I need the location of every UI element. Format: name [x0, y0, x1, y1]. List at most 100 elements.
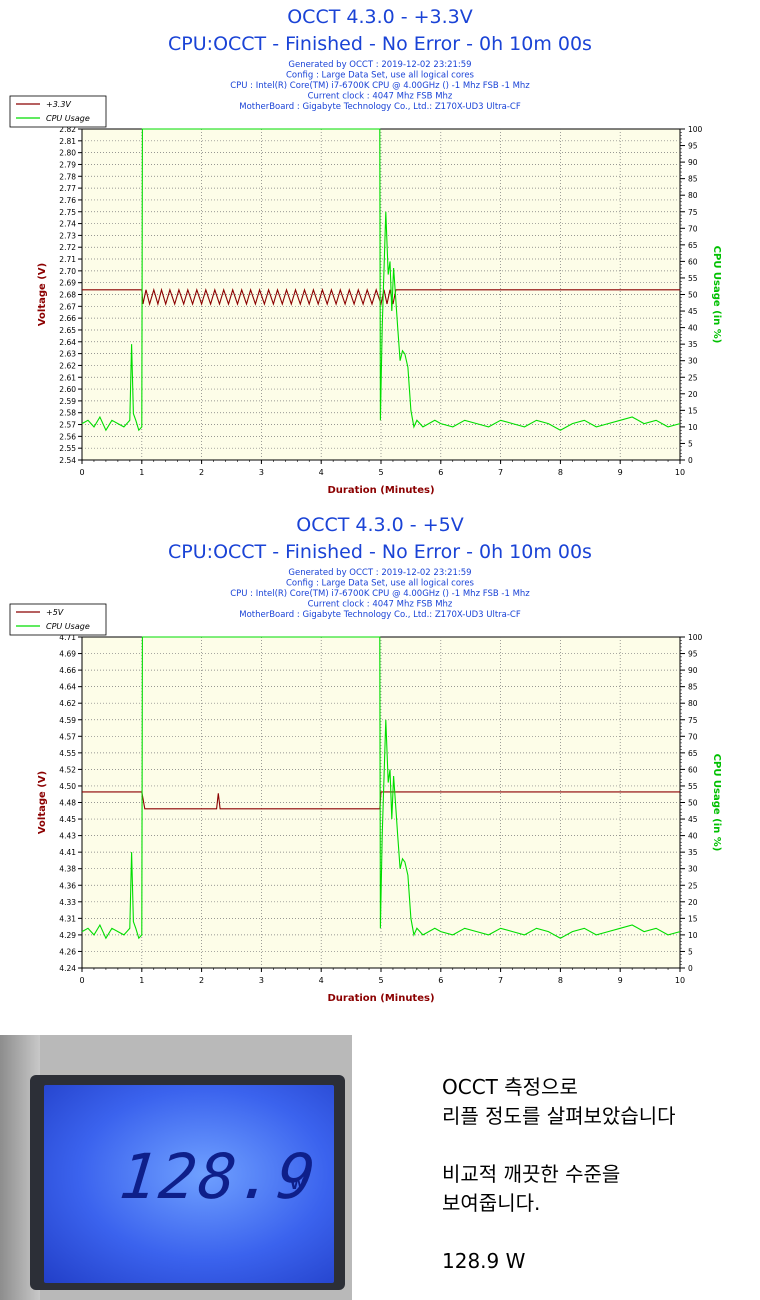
- y-tick-label: 2.55: [59, 444, 76, 453]
- y-tick-label: 4.57: [59, 732, 76, 741]
- x-tick-label: 1: [139, 468, 144, 477]
- x-axis-label: Duration (Minutes): [327, 993, 434, 1004]
- y-tick-label: 4.43: [59, 832, 76, 841]
- y-tick-label: 4.31: [59, 914, 76, 923]
- legend: +3.3V CPU Usage: [9, 95, 107, 128]
- y-tick-label: 2.71: [59, 255, 76, 264]
- y-tick-label: 2.67: [59, 302, 76, 311]
- wattmeter-photo: 128.9 W: [0, 1035, 352, 1300]
- y2-tick-label: 60: [688, 765, 698, 774]
- y2-tick-label: 0: [688, 964, 693, 973]
- y-tick-label: 2.58: [59, 409, 76, 418]
- y-tick-label: 2.76: [59, 196, 76, 205]
- x-tick-label: 3: [259, 468, 264, 477]
- series-line-cpu-usage: [81, 128, 681, 432]
- y2-tick-label: 65: [688, 749, 698, 758]
- y-tick-label: 2.79: [59, 160, 76, 169]
- y2-tick-label: 70: [688, 732, 698, 741]
- chart-info-line: Config : Large Data Set, use all logical…: [286, 71, 475, 81]
- y2-tick-label: 80: [688, 191, 698, 200]
- y-tick-label: 4.52: [59, 765, 76, 774]
- x-tick-label: 1: [139, 976, 144, 985]
- legend-entry: CPU Usage: [46, 622, 90, 631]
- x-tick-label: 9: [618, 468, 623, 477]
- y-tick-label: 2.64: [59, 338, 76, 347]
- y-tick-label: 2.61: [59, 373, 76, 382]
- x-tick-label: 4: [319, 976, 324, 985]
- x-tick-label: 9: [618, 976, 623, 985]
- chart-info-line: Current clock : 4047 Mhz FSB Mhz: [308, 600, 453, 610]
- y2-tick-label: 75: [688, 208, 698, 217]
- caption-line-1: OCCT 측정으로: [442, 1075, 578, 1099]
- y-tick-label: 4.62: [59, 699, 76, 708]
- chart-5v: OCCT 4.3.0 - +5V CPU:OCCT - Finished - No…: [0, 508, 760, 1013]
- x-tick-label: 5: [378, 976, 383, 985]
- chart-info-line: CPU : Intel(R) Core(TM) i7-6700K CPU @ 4…: [230, 589, 530, 599]
- series-line-voltage: [82, 287, 680, 307]
- x-tick-label: 7: [498, 976, 503, 985]
- y-tick-label: 4.41: [59, 848, 76, 857]
- y-tick-label: 2.66: [59, 314, 76, 323]
- x-tick-label: 8: [558, 976, 563, 985]
- y2-tick-label: 95: [688, 142, 698, 151]
- y2-tick-label: 100: [688, 125, 703, 134]
- y-axis-label: Voltage (V): [37, 263, 48, 326]
- x-axis-label: Duration (Minutes): [327, 485, 434, 496]
- y2-tick-label: 90: [688, 158, 698, 167]
- y2-tick-label: 25: [688, 373, 698, 382]
- y-tick-label: 4.33: [59, 898, 76, 907]
- y2-tick-label: 30: [688, 865, 698, 874]
- y2-tick-label: 35: [688, 340, 698, 349]
- chart-3v3: OCCT 4.3.0 - +3.3V CPU:OCCT - Finished - …: [0, 0, 760, 505]
- chart-info-line: CPU : Intel(R) Core(TM) i7-6700K CPU @ 4…: [230, 81, 530, 91]
- legend-entry: CPU Usage: [46, 114, 90, 123]
- chart-3v3-svg: OCCT 4.3.0 - +3.3V CPU:OCCT - Finished - …: [9, 6, 722, 496]
- y-tick-label: 2.60: [59, 385, 76, 394]
- x-tick-label: 4: [319, 468, 324, 477]
- chart-title: OCCT 4.3.0 - +5V: [296, 514, 463, 536]
- caption-line-5: 128.9 W: [442, 1249, 526, 1273]
- y-tick-label: 2.54: [59, 456, 76, 465]
- chart-info-line: Generated by OCCT : 2019-12-02 23:21:59: [288, 60, 471, 70]
- x-tick-label: 2: [199, 976, 204, 985]
- y2-tick-label: 80: [688, 699, 698, 708]
- y-tick-label: 4.64: [59, 683, 76, 692]
- y2-tick-label: 20: [688, 390, 698, 399]
- x-tick-label: 10: [675, 468, 685, 477]
- y-tick-label: 4.26: [59, 947, 76, 956]
- y-tick-label: 2.62: [59, 361, 76, 370]
- y2-tick-label: 60: [688, 257, 698, 266]
- y-tick-label: 2.56: [59, 432, 76, 441]
- chart-info-line: MotherBoard : Gigabyte Technology Co., L…: [239, 610, 521, 620]
- chart-info-line: Generated by OCCT : 2019-12-02 23:21:59: [288, 568, 471, 578]
- y2-tick-label: 0: [688, 456, 693, 465]
- y2-tick-label: 70: [688, 224, 698, 233]
- y2-tick-label: 45: [688, 815, 698, 824]
- y-tick-label: 4.48: [59, 799, 76, 808]
- y2-tick-label: 10: [688, 931, 698, 940]
- y-tick-label: 2.78: [59, 172, 76, 181]
- y-tick-label: 4.55: [59, 749, 76, 758]
- y2-tick-label: 55: [688, 274, 698, 283]
- y2-tick-label: 85: [688, 175, 698, 184]
- y-tick-label: 2.70: [59, 267, 76, 276]
- y2-tick-label: 35: [688, 848, 698, 857]
- y-tick-label: 2.68: [59, 291, 76, 300]
- y-tick-label: 4.36: [59, 881, 76, 890]
- y2-tick-label: 45: [688, 307, 698, 316]
- y-tick-label: 4.59: [59, 716, 76, 725]
- y-tick-label: 2.74: [59, 220, 76, 229]
- x-tick-label: 0: [79, 468, 84, 477]
- chart-info-line: MotherBoard : Gigabyte Technology Co., L…: [239, 102, 521, 112]
- y-tick-label: 2.73: [59, 231, 76, 240]
- chart-info-line: Config : Large Data Set, use all logical…: [286, 579, 475, 589]
- caption-text: OCCT 측정으로 리플 정도를 살펴보았습니다 비교적 깨끗한 수준을 보여줍…: [442, 1073, 760, 1276]
- x-tick-label: 5: [378, 468, 383, 477]
- legend: +5V CPU Usage: [9, 603, 107, 636]
- y-tick-label: 2.75: [59, 208, 76, 217]
- y-tick-label: 2.65: [59, 326, 76, 335]
- y2-tick-label: 40: [688, 324, 698, 333]
- x-tick-label: 7: [498, 468, 503, 477]
- legend-entry: +3.3V: [46, 100, 71, 109]
- y2-tick-label: 40: [688, 832, 698, 841]
